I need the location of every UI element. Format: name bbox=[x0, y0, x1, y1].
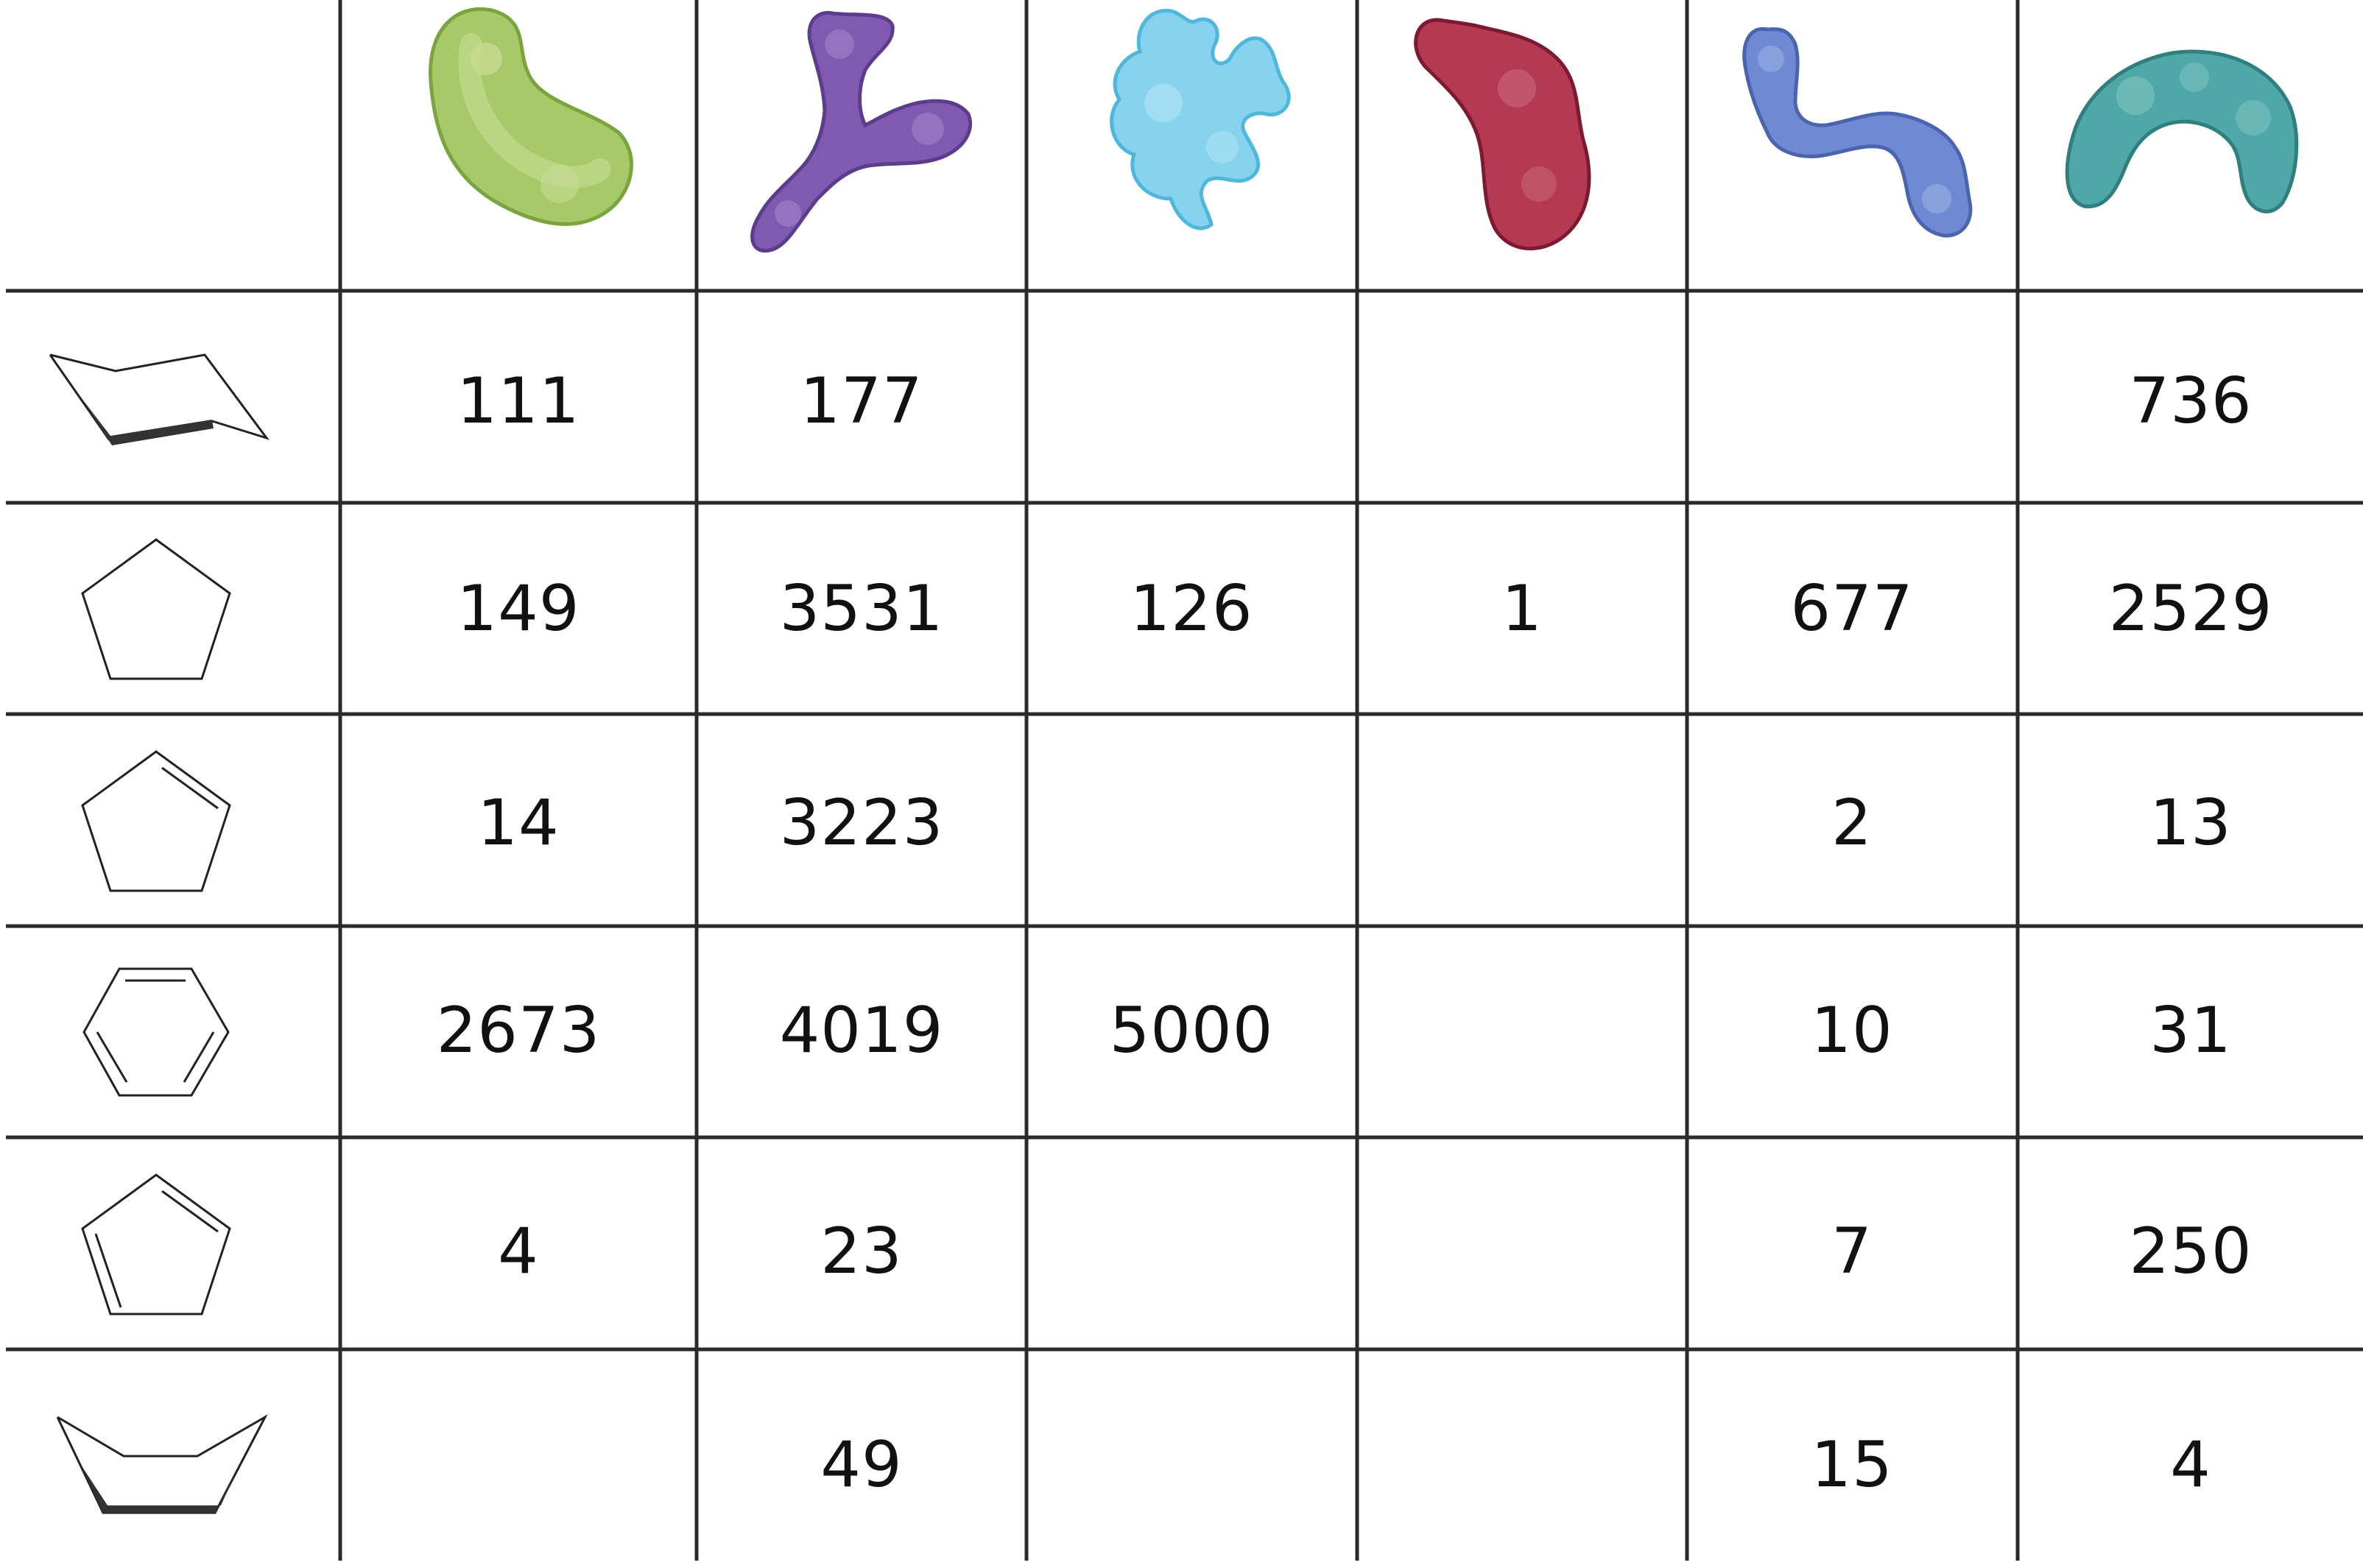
cell-value: 111 bbox=[457, 364, 580, 438]
cell-value: 250 bbox=[2129, 1215, 2253, 1288]
teal-horseshoe-protein-icon bbox=[2065, 49, 2299, 213]
cell-value: 3223 bbox=[779, 786, 944, 860]
cell-value: 4 bbox=[498, 1215, 539, 1288]
cell-value: 2 bbox=[1831, 786, 1873, 860]
cell-value: 2529 bbox=[2108, 572, 2273, 646]
cyclohexane-boat-icon bbox=[56, 1414, 268, 1514]
cell-value: 4 bbox=[2170, 1428, 2211, 1502]
cell-value: 177 bbox=[800, 364, 923, 438]
crimson-kidney-protein-icon bbox=[1414, 18, 1591, 251]
cell-value: 15 bbox=[1811, 1428, 1893, 1502]
cyclopentane-icon bbox=[81, 538, 231, 680]
benzene-icon bbox=[82, 967, 230, 1097]
cell-value: 3531 bbox=[779, 572, 944, 646]
cyclopentadiene-icon bbox=[81, 1173, 231, 1316]
cell-value: 1 bbox=[1501, 572, 1543, 646]
cell-value: 7 bbox=[1831, 1215, 1873, 1288]
light-blue-cloud-protein-icon bbox=[1110, 9, 1291, 230]
cell-value: 31 bbox=[2149, 994, 2232, 1067]
cell-value: 13 bbox=[2149, 786, 2232, 860]
cell-value: 10 bbox=[1811, 994, 1893, 1067]
cell-value: 2673 bbox=[436, 994, 601, 1067]
cell-value: 5000 bbox=[1109, 994, 1274, 1067]
cell-value: 23 bbox=[820, 1215, 903, 1288]
cyclopentene-icon bbox=[81, 750, 231, 892]
cell-value: 149 bbox=[457, 572, 580, 646]
cell-value: 4019 bbox=[779, 994, 944, 1067]
blue-chain-protein-icon bbox=[1742, 27, 1973, 238]
cell-value: 736 bbox=[2129, 364, 2253, 438]
purple-antibody-protein-icon bbox=[750, 10, 973, 253]
cell-value: 677 bbox=[1790, 572, 1914, 646]
cell-value: 126 bbox=[1130, 572, 1253, 646]
cyclohexane-chair-icon bbox=[49, 353, 270, 445]
cell-value: 49 bbox=[820, 1428, 903, 1502]
green-bean-protein-icon bbox=[429, 7, 633, 226]
cell-value: 14 bbox=[477, 786, 560, 860]
